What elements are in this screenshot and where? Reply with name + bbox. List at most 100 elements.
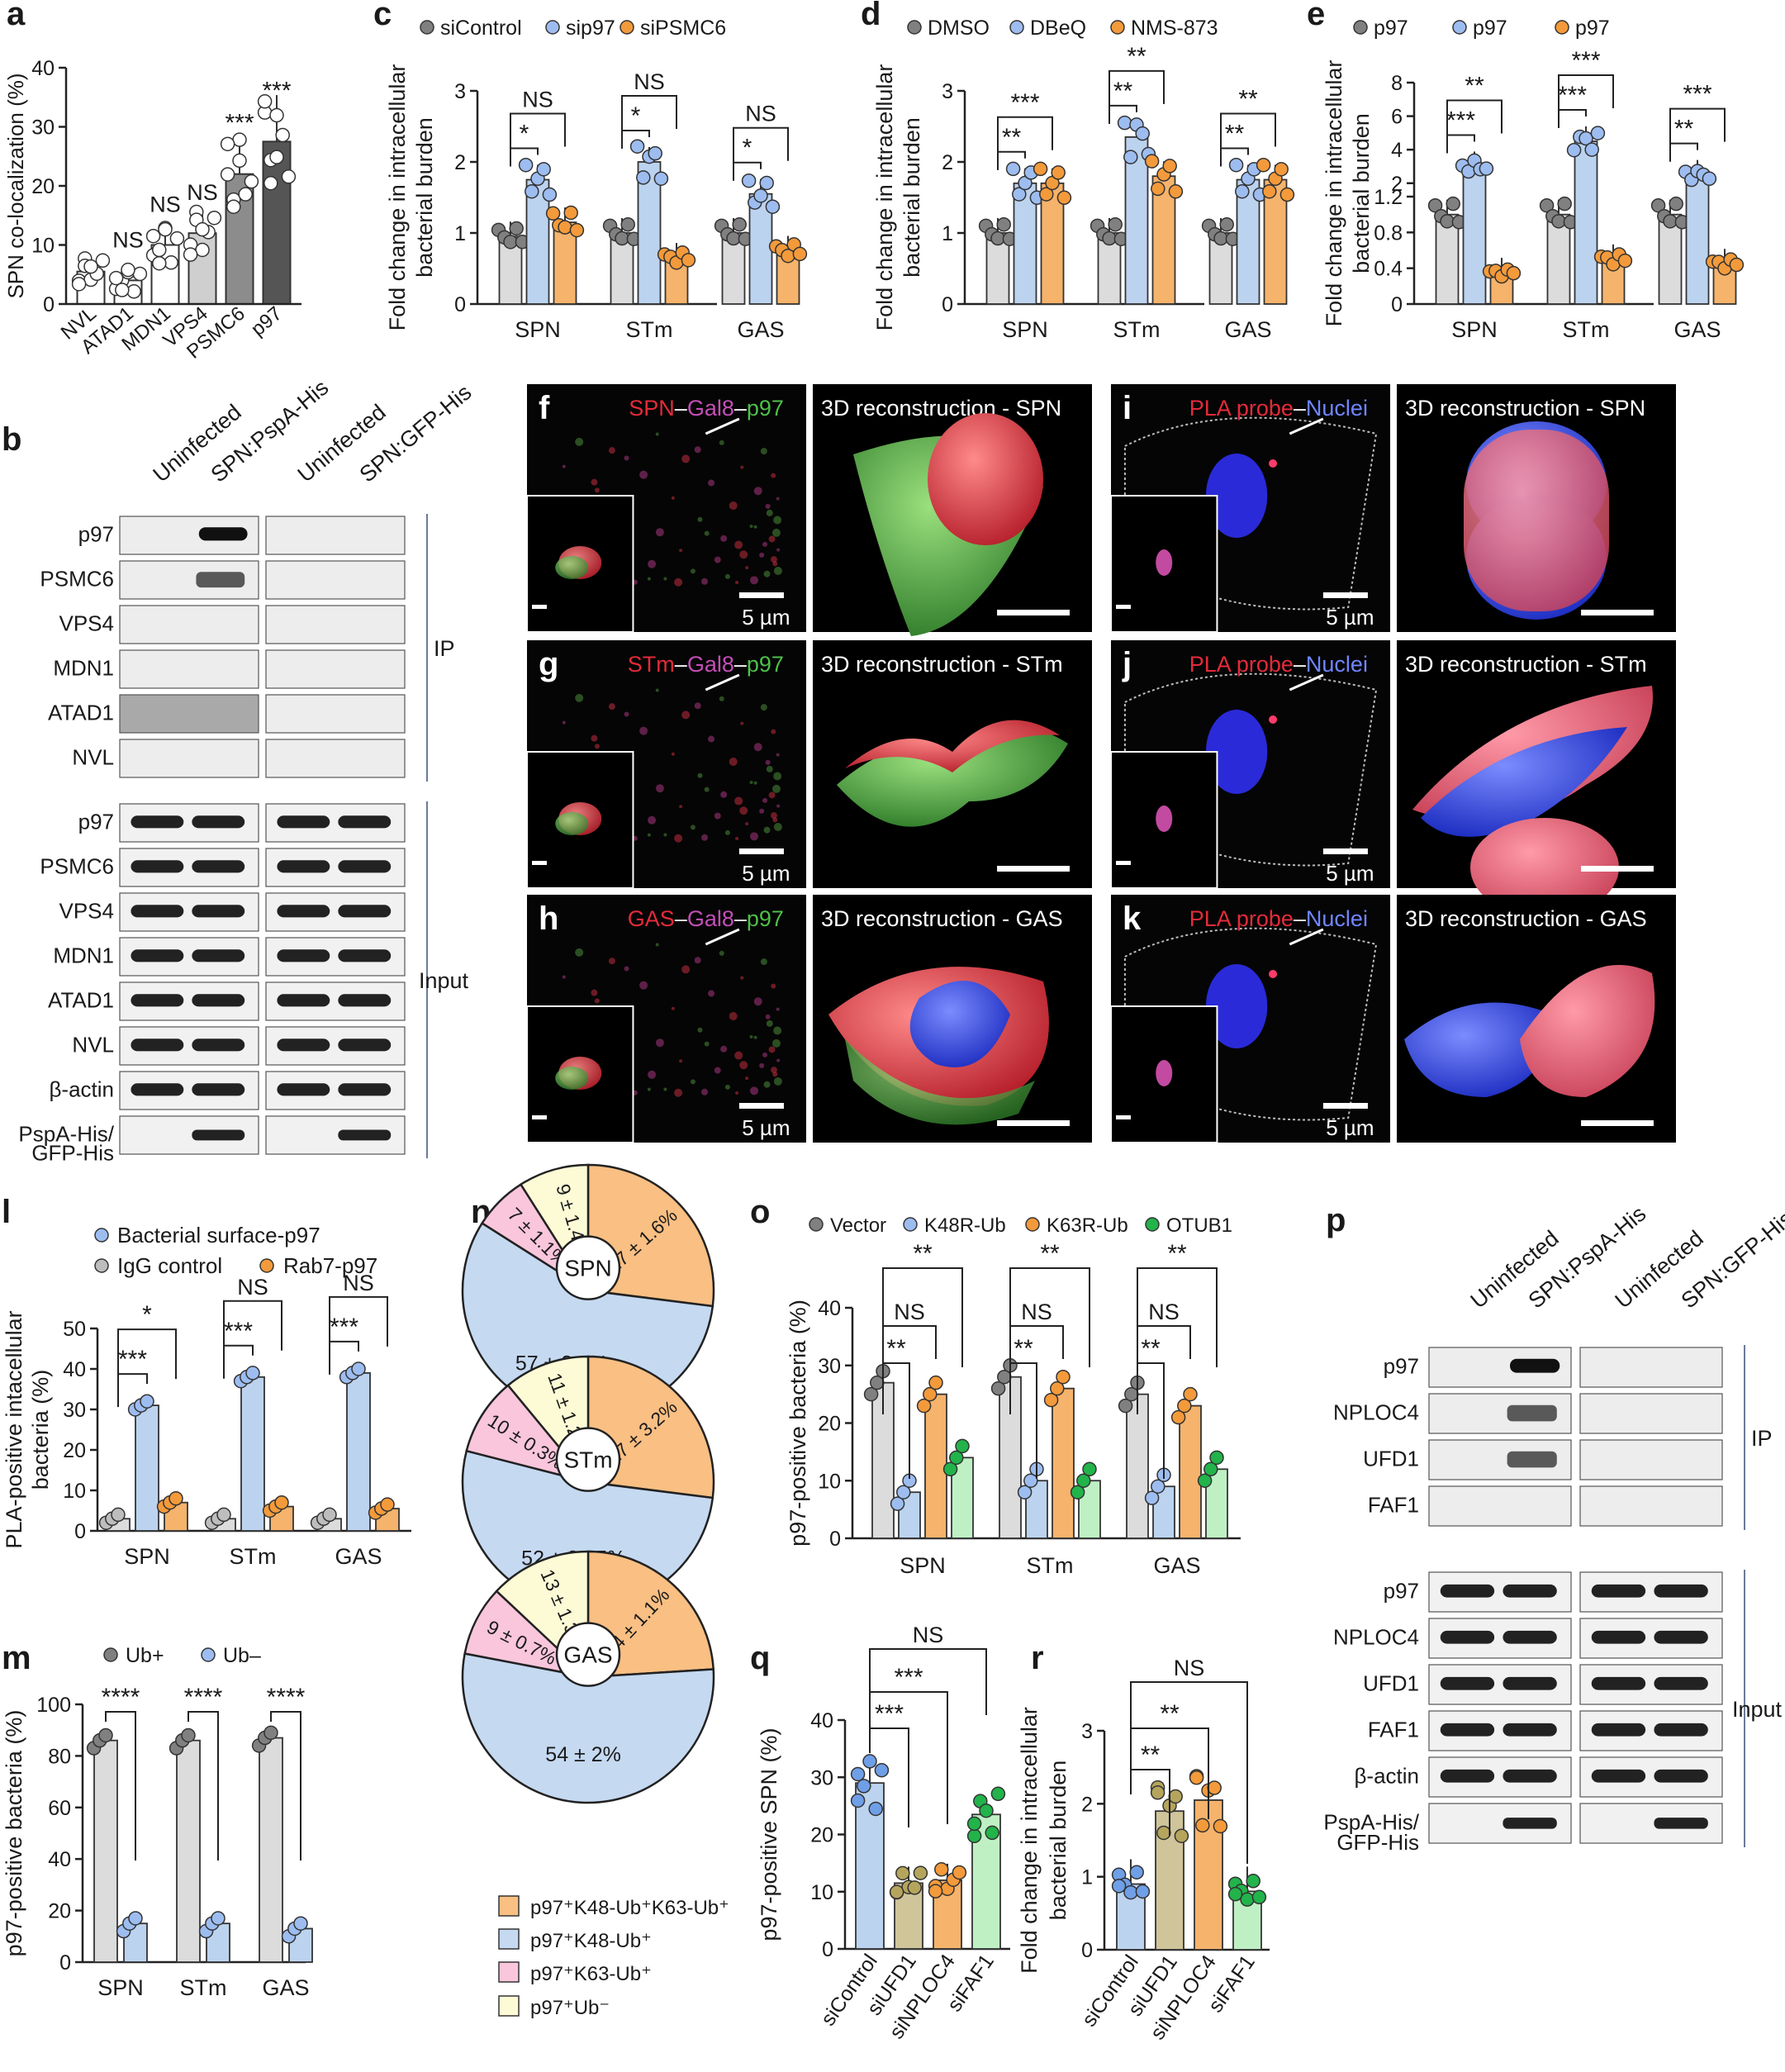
data-point <box>1246 1874 1260 1889</box>
blot-band <box>1503 1584 1557 1598</box>
significance-bracket <box>270 1711 301 1861</box>
legend-marker <box>620 20 634 35</box>
blot-band <box>192 815 245 829</box>
blot-band <box>192 860 245 873</box>
signal-speckle <box>768 1046 776 1053</box>
pie-center <box>555 1622 621 1687</box>
scale-bar <box>738 592 784 598</box>
x-category-label: STm <box>1563 317 1610 342</box>
significance-label: * <box>743 135 752 162</box>
legend-marker <box>94 1258 109 1273</box>
data-point <box>1056 190 1072 206</box>
significance-bracket <box>1558 109 1587 129</box>
signal-speckle <box>763 826 771 834</box>
legend-label: p97 <box>1473 17 1507 40</box>
bar <box>176 1739 201 1963</box>
significance-bracket <box>223 1300 282 1377</box>
scale-bar <box>1322 592 1368 598</box>
data-point <box>1539 197 1555 213</box>
signal-speckle <box>708 479 715 487</box>
data-point <box>1256 157 1271 173</box>
blot-band <box>131 905 184 918</box>
data-point <box>245 1366 260 1381</box>
legend-marker <box>1145 1217 1160 1232</box>
signal-speckle <box>760 448 767 455</box>
signal-speckle <box>740 976 744 980</box>
signal-speckle <box>674 834 683 843</box>
inset-scale-bar <box>532 1115 547 1119</box>
panel-letter: c <box>373 0 392 32</box>
bar <box>93 1739 118 1963</box>
legend-marker <box>1025 1217 1040 1232</box>
data-point <box>1617 253 1633 269</box>
signal-speckle <box>753 525 757 529</box>
signal-speckle <box>729 1011 738 1020</box>
data-point <box>1168 184 1184 199</box>
y-tick-label: 30 <box>63 1399 86 1422</box>
signal-speckle <box>647 1087 651 1091</box>
panel-r: r 0 1 2 3 Fold change in intracellular bacteri… <box>1017 1640 1270 2044</box>
reconstruction-title: 3D reconstruction - GAS <box>821 906 1063 931</box>
data-point <box>868 1801 883 1817</box>
legend-label: Ub+ <box>126 1644 164 1667</box>
y-tick-label: 0 <box>822 1938 833 1961</box>
signal-speckle <box>681 710 691 720</box>
significance-label: NS <box>913 1623 944 1647</box>
significance-label: NS <box>237 1275 268 1300</box>
blue-surface <box>909 981 1010 1067</box>
legend-swatch <box>498 1928 520 1950</box>
signal-speckle <box>655 943 659 947</box>
blot-band <box>338 905 392 918</box>
channel-name: Nuclei <box>1306 906 1368 931</box>
signal-speckle <box>701 834 709 841</box>
blot-band <box>1440 1723 1495 1737</box>
blot-band <box>1503 1723 1557 1737</box>
data-point <box>1017 1485 1033 1499</box>
blot-band <box>1591 1630 1646 1644</box>
data-point <box>158 221 173 237</box>
blot-band <box>1503 1630 1557 1644</box>
panel-letter: d <box>861 0 881 32</box>
panel-letter: o <box>750 1194 770 1230</box>
data-point <box>238 187 253 202</box>
signal-speckle <box>760 958 767 966</box>
significance-bracket <box>188 1711 219 1861</box>
data-point <box>220 167 235 182</box>
legend-marker <box>94 1228 109 1243</box>
inset-signal <box>555 556 589 579</box>
y-tick-label: 0 <box>942 293 953 316</box>
significance-label: *** <box>118 1346 147 1373</box>
lane-label: SPN:GFP-His <box>355 380 477 487</box>
channel-title: PLA probe–Nuclei <box>1189 652 1368 677</box>
panel-letter: r <box>1031 1640 1044 1676</box>
blot-row-label: VPS4 <box>59 898 115 923</box>
channel-name: Nuclei <box>1306 396 1368 421</box>
signal-speckle <box>749 1035 753 1039</box>
significance-label: ** <box>1002 124 1022 151</box>
y-tick-label: 0 <box>59 1951 71 1975</box>
blot-strip <box>1579 1347 1723 1388</box>
scale-bar <box>1322 848 1368 854</box>
data-point <box>1590 126 1606 140</box>
significance-bracket <box>510 112 566 167</box>
signal-speckle <box>624 711 629 717</box>
significance-label: ** <box>886 1335 906 1362</box>
data-point <box>857 1779 871 1794</box>
data-point <box>890 1496 905 1511</box>
y-tick-label: 3 <box>942 80 953 103</box>
data-point <box>1023 1473 1038 1488</box>
data-point <box>542 187 558 202</box>
nucleus <box>1205 710 1268 794</box>
significance-label: *** <box>225 110 254 137</box>
bar <box>1151 175 1176 305</box>
significance-label: *** <box>875 1700 904 1727</box>
blot-row-label: ATAD1 <box>48 700 114 725</box>
legend-label: Vector <box>830 1214 886 1237</box>
significance-label: **** <box>267 1684 306 1711</box>
significance-label: *** <box>1010 89 1039 116</box>
signal-speckle <box>663 577 667 581</box>
significance-label: *** <box>224 1318 253 1345</box>
signal-speckle <box>766 509 773 516</box>
data-point <box>1151 181 1165 197</box>
data-point <box>95 253 111 269</box>
